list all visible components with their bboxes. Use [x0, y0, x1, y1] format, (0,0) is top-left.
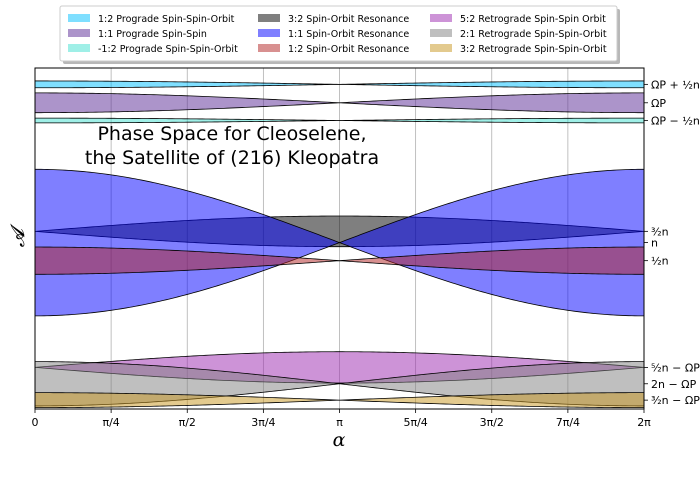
right-axis-label: ΩP − ½n	[651, 115, 700, 128]
right-axis-label: 2n − ΩP	[651, 378, 697, 391]
legend-label: 5:2 Retrograde Spin-Spin Orbit	[460, 14, 606, 25]
legend-label: 2:1 Retrograde Spin-Spin-Orbit	[460, 29, 607, 40]
x-axis-label: α	[333, 429, 346, 451]
x-tick-label: 3π/2	[480, 416, 504, 429]
right-axis-label: ΩP + ½n	[651, 78, 700, 91]
legend-box	[59, 5, 618, 62]
x-ticks: 0 π/4 π/2 3π/4 π 5π/4 3π/2 7π/4 2π	[32, 409, 651, 429]
x-tick-label: 5π/4	[403, 416, 427, 429]
legend: 1:2 Prograde Spin-Spin-Orbit 1:1 Prograde…	[59, 5, 620, 64]
x-tick-label: 3π/4	[251, 416, 275, 429]
right-axis-labels: ΩP + ½n ΩP ΩP − ½n ³⁄₂nn ½n ⁵⁄₂n − ΩP 2n − ΩP ³…	[644, 78, 700, 407]
y-axis-label: 𝓐	[7, 223, 29, 247]
legend-swatch	[430, 29, 452, 37]
right-axis-label: ½n	[651, 255, 669, 268]
legend-swatch	[68, 44, 90, 52]
legend-label: 1:1 Prograde Spin-Spin	[98, 29, 207, 40]
chart-title-line-2: the Satellite of (216) Kleopatra	[85, 147, 379, 169]
right-axis-label: ³⁄₂n	[651, 225, 669, 238]
x-tick-label: π/2	[179, 416, 196, 429]
legend-swatch	[68, 29, 90, 37]
legend-swatch	[258, 44, 280, 52]
right-axis-label: ⁵⁄₂n − ΩP	[651, 361, 700, 374]
legend-swatch	[258, 29, 280, 37]
legend-swatch	[258, 14, 280, 22]
legend-label: 1:2 Prograde Spin-Spin-Orbit	[98, 14, 235, 25]
x-tick-label: π	[336, 416, 343, 429]
series-layer	[34, 80, 645, 409]
right-axis-label: n	[651, 237, 658, 250]
chart-title: Phase Space for Cleoselene, the Satellit…	[85, 123, 379, 169]
legend-label: 1:1 Spin-Orbit Resonance	[288, 29, 409, 40]
legend-items: 1:2 Prograde Spin-Spin-Orbit 1:1 Prograde…	[68, 14, 607, 55]
right-axis-label: ΩP	[651, 97, 666, 110]
legend-swatch	[430, 44, 452, 52]
legend-label: -1:2 Prograde Spin-Spin-Orbit	[98, 44, 238, 55]
chart-title-line-1: Phase Space for Cleoselene,	[97, 123, 366, 145]
legend-label: 3:2 Retrograde Spin-Spin-Orbit	[460, 44, 607, 55]
legend-label: 3:2 Spin-Orbit Resonance	[288, 14, 409, 25]
legend-label: 1:2 Spin-Orbit Resonance	[288, 44, 409, 55]
x-tick-label: π/4	[102, 416, 119, 429]
x-tick-label: 2π	[637, 416, 651, 429]
legend-swatch	[430, 14, 452, 22]
x-tick-label: 7π/4	[556, 416, 580, 429]
x-tick-label: 0	[32, 416, 39, 429]
legend-swatch	[68, 14, 90, 22]
right-axis-label: ³⁄₂n − ΩP	[651, 394, 700, 407]
